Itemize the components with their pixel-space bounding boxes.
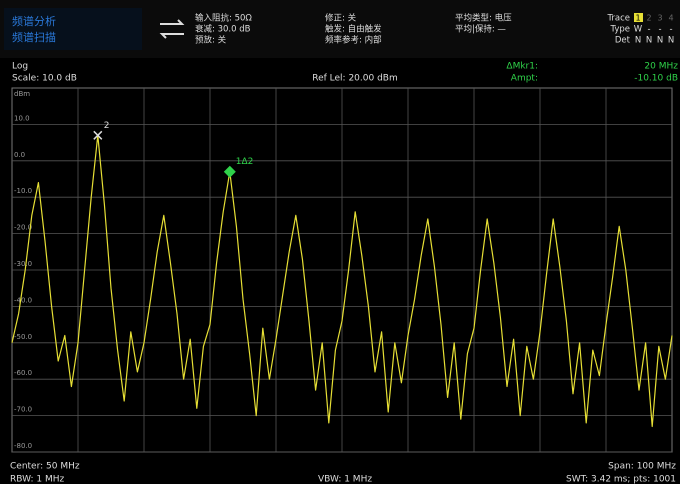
swap-icon[interactable] [159,19,185,39]
header-item: 触发: 自由触发 [325,24,382,35]
scale: Scale: 10.0 dB [12,74,77,84]
header-item: 平均类型: 电压 [455,13,512,24]
marker-label: 2 [104,121,110,131]
vbw: VBW: 1 MHz [318,475,372,484]
ampt-label: Ampt: [511,74,538,84]
y-tick-label: -10.0 [14,187,32,195]
header-item: 输入阻抗: 50Ω [195,13,252,24]
y-tick-label: -50.0 [14,333,32,341]
y-tick-label: 10.0 [14,114,30,122]
delta-marker-value: 20 MHz [644,62,678,72]
mode-box[interactable] [4,8,142,50]
mode-label[interactable]: 频谱分析 [12,14,56,28]
trace-type: - [658,25,661,35]
trace-detector: N [657,36,663,46]
scale-type: Log [12,62,28,72]
y-unit: dBm [14,90,30,98]
header-item: 频率参考: 内部 [325,35,382,46]
trace-panel-label: Trace [606,14,630,24]
sweep-time: SWT: 3.42 ms; pts: 1001 [566,475,676,484]
y-tick-label: -70.0 [14,406,32,414]
marker-label: 1Δ2 [236,157,254,167]
y-tick-label: 0.0 [14,151,25,159]
readout-bar [0,58,680,88]
y-tick-label: -40.0 [14,296,32,304]
trace-detector: N [646,36,652,46]
trace-number: 2 [646,14,651,23]
trace-panel-label: Det [615,36,631,46]
trace-number: 4 [668,14,673,23]
spectrum-trace [11,134,673,428]
center-freq: Center: 50 MHz [10,462,80,472]
delta-marker-label: ΔMkr1: [506,62,538,72]
marker-symbol [223,165,236,178]
y-tick-label: -30.0 [14,260,32,268]
span: Span: 100 MHz [608,462,676,472]
trace-detector: N [635,36,641,46]
ref-level: Ref Lel: 20.00 dBm [312,74,397,84]
trace-number: 1 [635,14,640,23]
trace-panel-label: Type [609,25,630,35]
marker-symbol [93,130,103,140]
trace-swatch [634,13,643,22]
swap-arrows[interactable] [159,19,185,39]
header-item: 预放: 关 [195,35,227,46]
trace-type: - [647,25,650,35]
trace-type: W [634,25,643,35]
sweep-label[interactable]: 频谱扫描 [12,30,56,44]
ampt-value: -10.10 dB [634,74,678,84]
y-tick-label: -80.0 [14,442,32,450]
y-tick-label: -20.0 [14,224,32,232]
header-item: 平均|保持: — [455,24,506,35]
y-tick-label: -60.0 [14,369,32,377]
trace-detector: N [668,36,674,46]
plot: dBm 10.0 0.0 -10.0 -20.0 -30.0 -40.0 -50.0 -60.0… [11,88,673,453]
header-item: 修正: 关 [325,13,357,24]
trace-type: - [669,25,672,35]
trace-number: 3 [657,14,662,23]
rbw: RBW: 1 MHz [10,475,64,484]
header-item: 衰减: 30.0 dB [195,24,251,35]
